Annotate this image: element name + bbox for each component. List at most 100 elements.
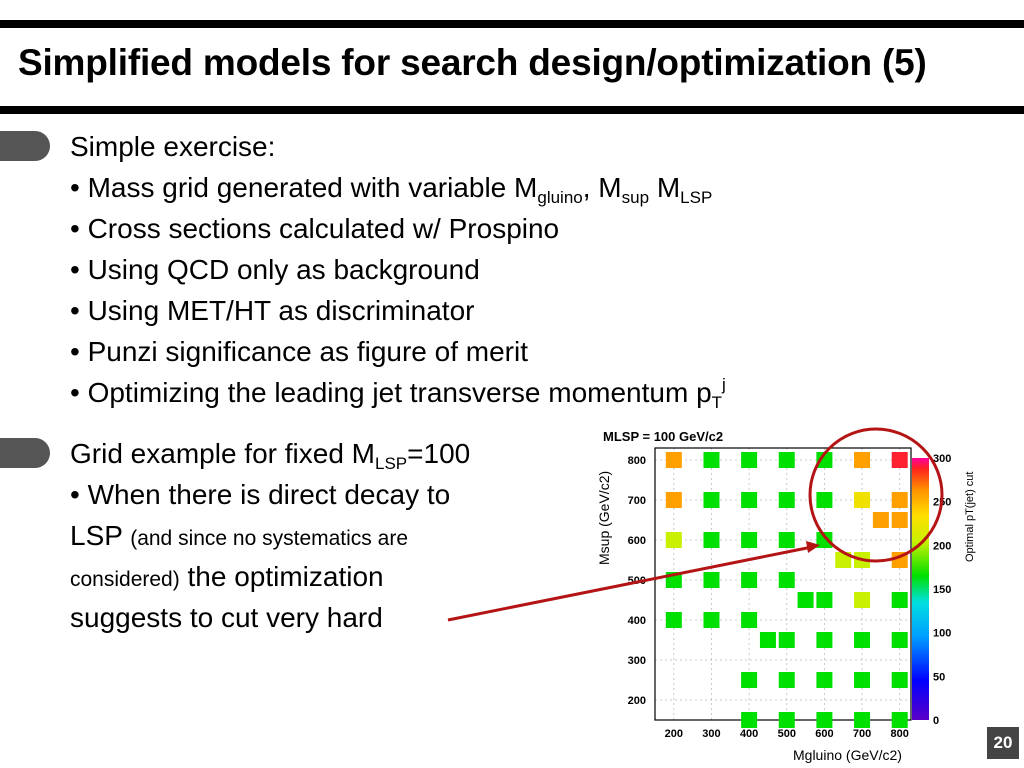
block2-line3: considered) the optimization	[70, 561, 384, 593]
heatmap-cell	[891, 632, 908, 648]
data-markers	[665, 452, 908, 728]
heatmap-cell	[854, 672, 871, 688]
chart-title: MLSP = 100 GeV/c2	[603, 429, 723, 444]
block2-line3-small: considered)	[70, 568, 180, 591]
heatmap-cell	[816, 712, 833, 728]
x-tick-label: 700	[853, 728, 871, 740]
heatmap-cell	[797, 592, 814, 608]
annotation-arrowhead	[806, 541, 820, 553]
z-axis-label: Optimal pT(jet) cut	[964, 472, 976, 562]
heatmap-cell	[665, 532, 682, 548]
heatmap-cell	[816, 632, 833, 648]
heatmap-cell	[741, 532, 758, 548]
sub-gluino: gluino	[537, 188, 583, 207]
bullet-mass-grid-mid2: M	[649, 172, 681, 203]
block2-line2: LSP (and since no systematics are	[70, 520, 408, 552]
x-tick-label: 400	[740, 728, 758, 740]
heatmap-cell	[891, 592, 908, 608]
heatmap-cell	[816, 492, 833, 508]
bullet-tab-1	[0, 131, 50, 161]
color-scale-bar	[912, 458, 929, 720]
block2-line3-main: the optimization	[179, 561, 384, 592]
block2-line1: • When there is direct decay to	[70, 479, 451, 510]
heatmap-cell	[778, 452, 795, 468]
heatmap-cell	[854, 452, 871, 468]
highlight-circle	[808, 427, 944, 563]
bullet-cross-sections: • Cross sections calculated w/ Prospino	[70, 213, 560, 244]
x-tick-label: 800	[891, 728, 909, 740]
heatmap-cell	[665, 612, 682, 628]
block2-heading-tail: =100	[407, 438, 471, 469]
y-tick-label: 400	[628, 615, 646, 627]
bullet-pt: • Optimizing the leading jet transverse …	[70, 375, 726, 412]
heatmap-cell	[741, 492, 758, 508]
heatmap-cell	[703, 532, 720, 548]
bullet-pt-text: • Optimizing the leading jet transverse …	[70, 377, 712, 408]
z-tick-label: 50	[933, 671, 945, 683]
block2-heading: Grid example for fixed MLSP=100	[70, 438, 471, 473]
y-tick-label: 700	[628, 495, 646, 507]
z-tick-label: 150	[933, 584, 951, 596]
x-axis-label: Mgluino (GeV/c2)	[793, 747, 902, 763]
heatmap-cell	[741, 712, 758, 728]
y-tick-label: 600	[628, 535, 646, 547]
z-tick-label: 0	[933, 715, 939, 727]
heatmap-cell	[759, 632, 776, 648]
heatmap-cell	[741, 612, 758, 628]
heatmap-cell	[891, 492, 908, 508]
x-tick-label: 200	[665, 728, 683, 740]
bullet-mass-grid-text: • Mass grid generated with variable M	[70, 172, 538, 203]
heatmap-cell	[816, 592, 833, 608]
heatmap-cell	[741, 672, 758, 688]
sub-lsp: LSP	[680, 188, 713, 207]
heatmap-cell	[741, 452, 758, 468]
heatmap-cell	[854, 592, 871, 608]
sub-lsp-2: LSP	[375, 454, 408, 473]
bullet-qcd: • Using QCD only as background	[70, 254, 480, 285]
sub-t: T	[711, 393, 723, 412]
y-tick-label: 300	[628, 655, 646, 667]
page-number: 20	[987, 727, 1019, 759]
bullet-punzi: • Punzi significance as figure of merit	[70, 336, 529, 367]
heatmap-cell	[891, 512, 908, 528]
y-axis-label: Msup (GeV/c2)	[596, 471, 612, 565]
block1-heading: Simple exercise:	[70, 131, 276, 162]
z-tick-label: 100	[933, 628, 951, 640]
heatmap-cell	[778, 712, 795, 728]
x-tick-label: 300	[702, 728, 720, 740]
x-tick-label: 600	[815, 728, 833, 740]
heatmap-cell	[703, 572, 720, 588]
heatmap-cell	[854, 712, 871, 728]
top-rule	[0, 20, 1024, 28]
sup-j: j	[722, 375, 726, 394]
heatmap-cell	[891, 672, 908, 688]
heatmap-cell	[665, 452, 682, 468]
heatmap-cell	[816, 672, 833, 688]
bullet-tab-2	[0, 438, 50, 468]
heatmap-cell	[854, 492, 871, 508]
heatmap-cell	[741, 572, 758, 588]
heatmap-cell	[778, 632, 795, 648]
axis-ticks: 2003004005006007008002003004005006007008…	[628, 455, 909, 740]
heatmap-cell	[816, 452, 833, 468]
heatmap-cell	[778, 572, 795, 588]
heatmap-cell	[778, 492, 795, 508]
block2-line4: suggests to cut very hard	[70, 602, 383, 633]
heatmap-cell	[854, 632, 871, 648]
annotation-arrow-line	[447, 545, 813, 622]
block2-heading-text: Grid example for fixed M	[70, 438, 375, 469]
sub-sup: sup	[621, 188, 650, 207]
heatmap-cell	[816, 532, 833, 548]
slide-title: Simplified models for search design/opti…	[18, 42, 927, 83]
bullet-met-ht: • Using MET/HT as discriminator	[70, 295, 475, 326]
z-tick-label: 200	[933, 540, 951, 552]
y-tick-label: 800	[628, 455, 646, 467]
block2-line2-small: (and since no systematics are	[130, 527, 408, 550]
x-tick-label: 500	[778, 728, 796, 740]
heatmap-cell	[891, 452, 908, 468]
y-tick-label: 200	[628, 695, 646, 707]
bullet-mass-grid: • Mass grid generated with variable Mglu…	[70, 172, 713, 207]
title-underline	[0, 106, 1024, 114]
heatmap-cell	[778, 672, 795, 688]
